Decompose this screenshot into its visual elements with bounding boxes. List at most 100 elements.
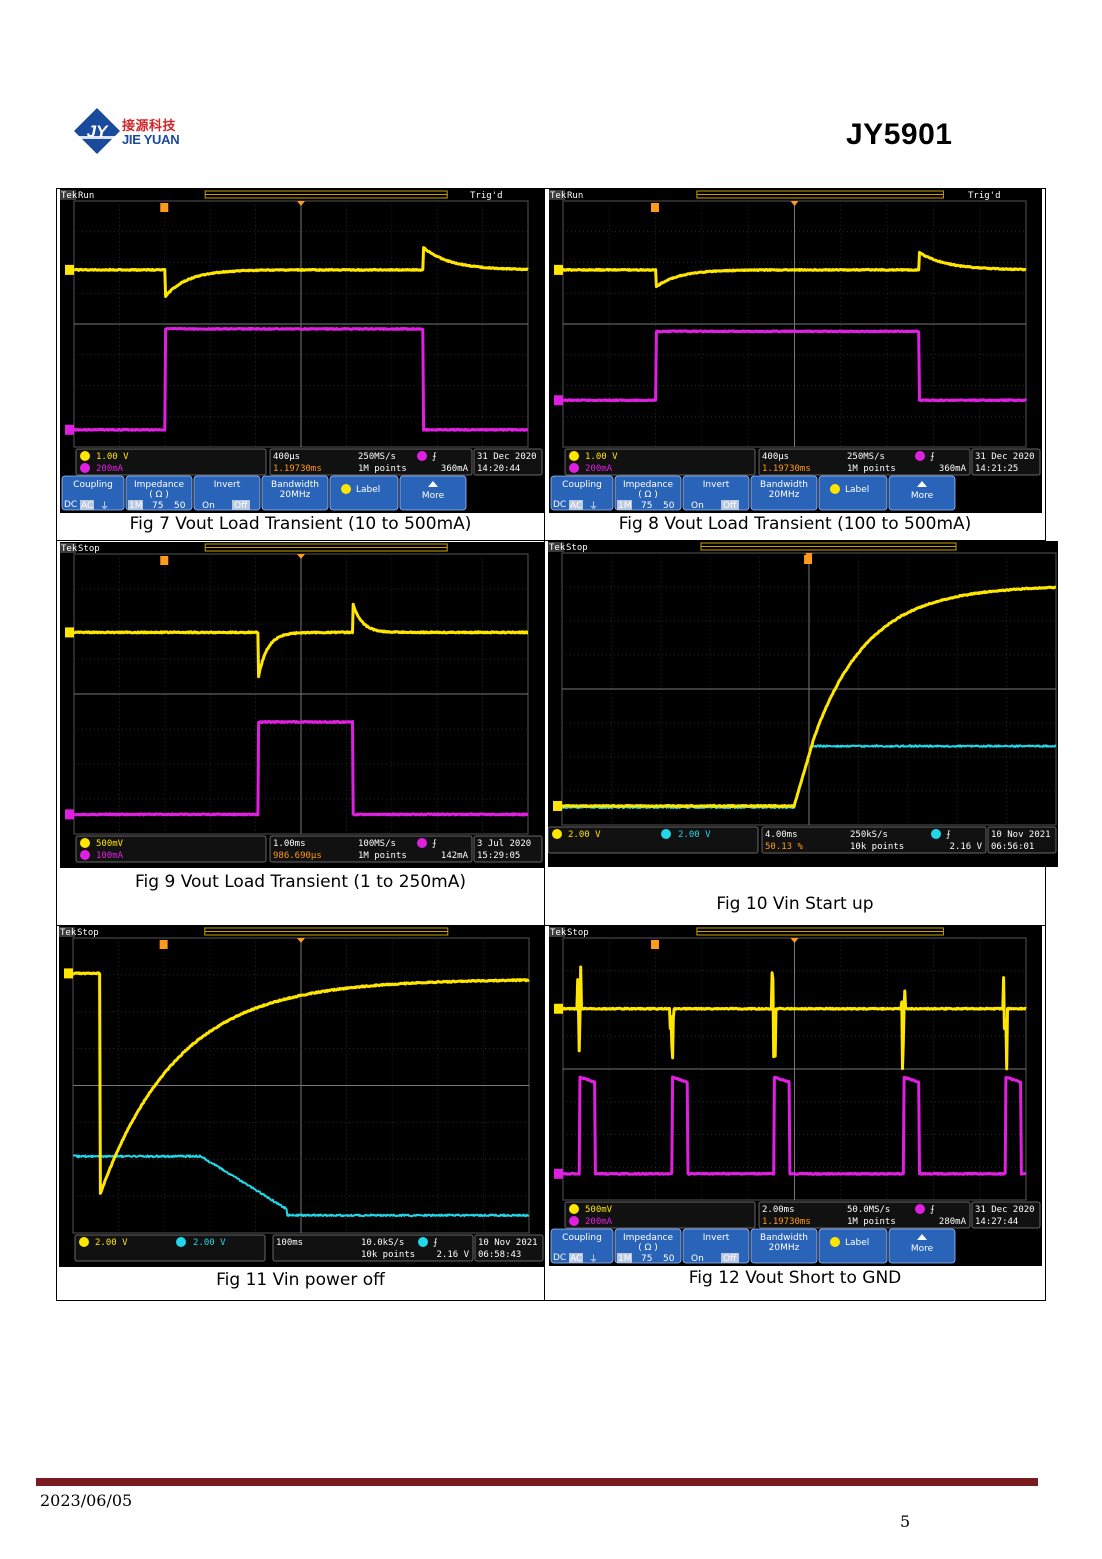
label-menu-button[interactable]: Label — [330, 476, 398, 510]
figure-caption: Fig 12 Vout Short to GND — [545, 1268, 1045, 1288]
label-ch1-icon — [341, 484, 351, 494]
coupling-menu-button[interactable]: Coupling DC AC ⏚ — [62, 476, 124, 512]
timebase-text: 400μs — [273, 452, 300, 462]
label-ch1-icon — [830, 1237, 840, 1247]
figure-caption: Fig 10 Vin Start up — [545, 894, 1045, 914]
figure-11-cell: Tek Stop 2.00 V 2.00 V 100ms 10.0kS/s 10k poin… — [56, 925, 545, 1301]
company-logo: JY 接源科技 JIE YUAN — [72, 106, 192, 160]
menu-button-sublabel: 20MHz — [769, 490, 800, 500]
coupling-ac-option: AC — [81, 501, 93, 511]
invert-menu-button[interactable]: Invert On Off — [683, 1229, 749, 1264]
figure-10-cell: Tek Stop 2.00 V 2.00 V 4.00ms 50.13 % 250kS/s 1… — [544, 540, 1046, 926]
ch3-scale-text: 200mA — [585, 1217, 613, 1227]
figure-9-cell: Tek Stop 500mV 100mA 1.00ms 986.690μs 100MS/s 1… — [56, 540, 545, 926]
bandwidth-menu-button[interactable]: Bandwidth20MHz — [262, 476, 328, 510]
coupling-menu-button[interactable]: Coupling DC AC ⏚ — [551, 476, 613, 512]
trigger-source-icon — [417, 838, 427, 848]
scope-state-text: Run — [567, 191, 583, 201]
bandwidth-menu-button[interactable]: Bandwidth20MHz — [751, 1229, 817, 1263]
ch3-scale-text: 200mA — [585, 464, 613, 474]
trigger-delay-text: 1.19730ms — [762, 464, 811, 474]
sample-rate-text: 250kS/s — [850, 830, 888, 840]
scope-screen: Tek Stop 2.00 V 2.00 V 100ms 10.0kS/s 10k poin… — [59, 926, 545, 1267]
oscilloscope-display: Tek Run Trig'd1.00 V200mA400μs1.19730ms250… — [60, 189, 544, 513]
impedance-menu-button[interactable]: Impedance( Ω ) 1M 75 50 — [615, 1229, 681, 1264]
ch1-badge-icon — [552, 829, 562, 839]
ch2-scale-text: 2.00 V — [193, 1238, 226, 1248]
ch3-level-marker — [554, 395, 563, 405]
figure-caption: Fig 7 Vout Load Transient (10 to 500mA) — [57, 514, 544, 534]
more-menu-button[interactable]: More — [889, 476, 955, 510]
sample-rate-text: 250MS/s — [847, 452, 885, 462]
ch2-badge-icon — [661, 829, 671, 839]
document-title: JY5901 — [846, 118, 952, 152]
ch2-scale-text: 2.00 V — [678, 830, 711, 840]
menu-button-label: Label — [845, 1238, 869, 1248]
more-menu-button[interactable]: More — [400, 476, 466, 510]
date-text: 10 Nov 2021 — [478, 1238, 538, 1248]
record-length-text: 1M points — [358, 851, 407, 861]
trigger-level-text: 2.16 V — [949, 842, 982, 852]
record-length-text: 1M points — [358, 464, 407, 474]
menu-button-label: Label — [845, 485, 869, 495]
invert-off-option: Off — [234, 501, 248, 511]
ch2-badge-icon — [176, 1237, 186, 1247]
trigger-slope-icon: ⨍ — [433, 1238, 438, 1248]
more-menu-button[interactable]: More — [889, 1229, 955, 1263]
ch1-badge-icon — [569, 1204, 579, 1214]
label-menu-button[interactable]: Label — [819, 476, 887, 510]
page-number: 5 — [900, 1512, 910, 1531]
impedance-menu-button[interactable]: Impedance( Ω ) 1M 75 50 — [615, 476, 681, 511]
figure-12-cell: Tek Stop 500mV 200mA 2.00ms 1.19730ms 50.0MS/s… — [544, 925, 1046, 1301]
timebase-text: 100ms — [276, 1238, 303, 1248]
footer-rule — [36, 1478, 1038, 1486]
ch1-scale-text: 2.00 V — [568, 830, 601, 840]
timebase-text: 400μs — [762, 452, 789, 462]
label-menu-button[interactable]: Label — [819, 1229, 887, 1263]
trigger-source-icon — [915, 451, 925, 461]
timebase-text: 1.00ms — [273, 839, 306, 849]
trigger-t-marker — [651, 203, 659, 212]
ch1-badge-icon — [79, 1237, 89, 1247]
menu-button-label: Impedance — [623, 1233, 674, 1243]
record-length-text: 1M points — [847, 1217, 896, 1227]
menu-button-sublabel: 20MHz — [769, 1243, 800, 1253]
bandwidth-menu-button[interactable]: Bandwidth20MHz — [751, 476, 817, 510]
trigger-source-icon — [915, 1204, 925, 1214]
invert-menu-button[interactable]: Invert On Off — [194, 476, 260, 511]
coupling-dc-option: DC — [553, 500, 566, 510]
menu-button-label: Impedance — [134, 480, 185, 490]
menu-button-sublabel: ( Ω ) — [638, 490, 658, 500]
impedance-menu-button[interactable]: Impedance( Ω ) 1M 75 50 — [126, 476, 192, 511]
oscilloscope-display: Tek Stop 2.00 V 2.00 V 100ms 10.0kS/s 10k poin… — [59, 926, 545, 1267]
time-text: 15:29:05 — [477, 851, 520, 861]
invert-menu-button[interactable]: Invert On Off — [683, 476, 749, 511]
trigger-slope-icon: ⨍ — [930, 1205, 935, 1215]
ch1-scale-text: 1.00 V — [96, 452, 129, 462]
menu-button-label: Bandwidth — [760, 480, 808, 490]
ch1-badge-icon — [569, 451, 579, 461]
time-text: 06:56:01 — [991, 842, 1034, 852]
ch1-scale-text: 1.00 V — [585, 452, 618, 462]
trigger-t-marker — [160, 940, 168, 949]
trigger-delay-text: 1.19730ms — [273, 464, 322, 474]
menu-button-label: More — [911, 1244, 934, 1254]
menu-button-label: Invert — [214, 480, 241, 490]
trigger-t-marker — [804, 555, 812, 564]
oscilloscope-display: Tek Stop2.00 V 2.00 V 4.00ms50.13 %250kS/s1… — [548, 541, 1058, 867]
trigger-status-text: Trig'd — [470, 191, 503, 201]
ch3-level-marker — [65, 809, 74, 819]
record-length-text: 1M points — [847, 464, 896, 474]
tek-logo-text: Tek — [60, 928, 77, 938]
coupling-menu-button[interactable]: Coupling DC AC ⏚ — [551, 1229, 613, 1265]
impedance-50-option: 50 — [663, 501, 675, 511]
sample-rate-text: 250MS/s — [358, 452, 396, 462]
ch1-level-marker — [65, 627, 74, 637]
tek-logo-text: Tek — [550, 928, 567, 938]
trigger-level-text: 2.16 V — [436, 1250, 469, 1260]
scope-screen: Tek Run Trig'd 1.00 V 200mA 400μs 1.19730ms 250… — [60, 189, 544, 513]
coupling-dc-option: DC — [64, 500, 77, 510]
menu-button-sublabel: ( Ω ) — [638, 1243, 658, 1253]
trigger-level-text: 360mA — [441, 464, 469, 474]
record-length-text: 10k points — [361, 1250, 415, 1260]
